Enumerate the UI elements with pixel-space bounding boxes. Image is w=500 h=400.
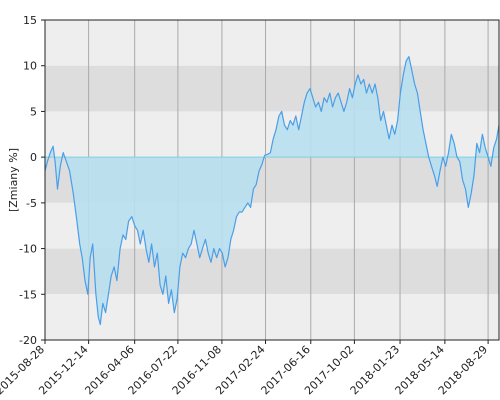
y-tick-label: 0 xyxy=(30,151,37,164)
y-tick-label: -20 xyxy=(19,334,37,347)
y-axis-label: [Zmiany %] xyxy=(7,148,20,212)
plot-border xyxy=(44,19,500,341)
series-line xyxy=(44,56,500,326)
y-tick-label: 10 xyxy=(23,60,37,73)
x-axis-ticks: 2015-08-282015-12-142016-04-062016-07-22… xyxy=(0,340,490,397)
y-tick-label: -15 xyxy=(19,288,37,301)
y-tick-label: -10 xyxy=(19,243,37,256)
grid-band xyxy=(45,20,499,66)
y-axis-ticks: 15 10 5 0 -5 -10 -15 -20 xyxy=(19,14,45,347)
grid-band xyxy=(45,248,499,295)
grid-band xyxy=(45,65,499,112)
y-tick-label: -5 xyxy=(26,197,37,210)
y-tick-label: 15 xyxy=(23,14,37,27)
plot-frame xyxy=(44,19,500,341)
y-tick-label: 5 xyxy=(30,105,37,118)
grid-band xyxy=(45,294,499,340)
plot-area xyxy=(44,56,500,326)
